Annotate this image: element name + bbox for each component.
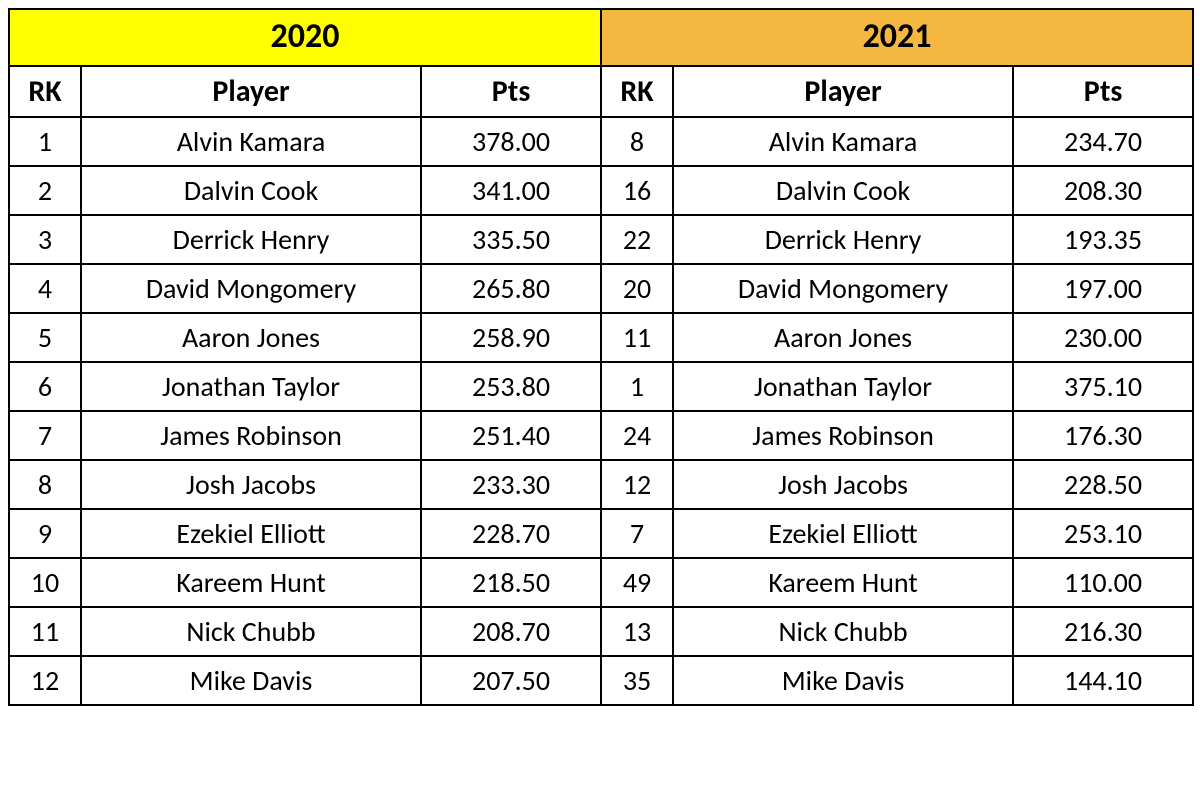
cell-pts-right: 216.30	[1013, 607, 1193, 656]
table-row: 4David Mongomery265.8020David Mongomery1…	[9, 264, 1193, 313]
table-row: 9Ezekiel Elliott228.707Ezekiel Elliott25…	[9, 509, 1193, 558]
cell-pts-left: 341.00	[421, 166, 601, 215]
cell-pts-right: 253.10	[1013, 509, 1193, 558]
cell-rk-left: 11	[9, 607, 81, 656]
cell-player-left: Dalvin Cook	[81, 166, 421, 215]
table-row: 12Mike Davis207.5035Mike Davis144.10	[9, 656, 1193, 705]
cell-rk-left: 9	[9, 509, 81, 558]
cell-rk-right: 8	[601, 117, 673, 166]
cell-player-right: Dalvin Cook	[673, 166, 1013, 215]
table-row: 2Dalvin Cook341.0016Dalvin Cook208.30	[9, 166, 1193, 215]
cell-rk-left: 8	[9, 460, 81, 509]
cell-pts-left: 207.50	[421, 656, 601, 705]
cell-pts-left: 251.40	[421, 411, 601, 460]
table-body: 1Alvin Kamara378.008Alvin Kamara234.702D…	[9, 117, 1193, 705]
cell-rk-right: 22	[601, 215, 673, 264]
col-header-player-left: Player	[81, 66, 421, 118]
col-header-player-right: Player	[673, 66, 1013, 118]
cell-player-left: James Robinson	[81, 411, 421, 460]
table-row: 10Kareem Hunt218.5049Kareem Hunt110.00	[9, 558, 1193, 607]
cell-rk-right: 11	[601, 313, 673, 362]
cell-pts-right: 234.70	[1013, 117, 1193, 166]
cell-rk-left: 7	[9, 411, 81, 460]
cell-rk-left: 3	[9, 215, 81, 264]
cell-rk-right: 1	[601, 362, 673, 411]
cell-rk-left: 4	[9, 264, 81, 313]
cell-pts-left: 228.70	[421, 509, 601, 558]
year-header-2020: 2020	[9, 9, 601, 66]
cell-player-left: Mike Davis	[81, 656, 421, 705]
comparison-table: 2020 2021 RK Player Pts RK Player Pts 1A…	[8, 8, 1194, 706]
cell-rk-right: 7	[601, 509, 673, 558]
col-header-rk-right: RK	[601, 66, 673, 118]
cell-player-left: Nick Chubb	[81, 607, 421, 656]
cell-pts-right: 197.00	[1013, 264, 1193, 313]
cell-rk-left: 10	[9, 558, 81, 607]
table-row: 6Jonathan Taylor253.801Jonathan Taylor37…	[9, 362, 1193, 411]
cell-pts-left: 208.70	[421, 607, 601, 656]
cell-player-right: Josh Jacobs	[673, 460, 1013, 509]
year-header-2021: 2021	[601, 9, 1193, 66]
cell-player-right: Nick Chubb	[673, 607, 1013, 656]
cell-player-left: Jonathan Taylor	[81, 362, 421, 411]
cell-pts-right: 375.10	[1013, 362, 1193, 411]
cell-player-right: Kareem Hunt	[673, 558, 1013, 607]
cell-rk-left: 5	[9, 313, 81, 362]
cell-player-left: Ezekiel Elliott	[81, 509, 421, 558]
cell-player-right: Alvin Kamara	[673, 117, 1013, 166]
cell-player-right: Derrick Henry	[673, 215, 1013, 264]
cell-rk-left: 6	[9, 362, 81, 411]
cell-player-right: Aaron Jones	[673, 313, 1013, 362]
cell-rk-right: 16	[601, 166, 673, 215]
cell-rk-left: 2	[9, 166, 81, 215]
cell-pts-right: 176.30	[1013, 411, 1193, 460]
cell-rk-right: 20	[601, 264, 673, 313]
table-row: 1Alvin Kamara378.008Alvin Kamara234.70	[9, 117, 1193, 166]
cell-rk-right: 13	[601, 607, 673, 656]
cell-player-left: Derrick Henry	[81, 215, 421, 264]
col-header-pts-right: Pts	[1013, 66, 1193, 118]
cell-rk-right: 35	[601, 656, 673, 705]
table-row: 3Derrick Henry335.5022Derrick Henry193.3…	[9, 215, 1193, 264]
cell-pts-right: 228.50	[1013, 460, 1193, 509]
table-row: 5Aaron Jones258.9011Aaron Jones230.00	[9, 313, 1193, 362]
cell-player-left: Josh Jacobs	[81, 460, 421, 509]
table-row: 11Nick Chubb208.7013Nick Chubb216.30	[9, 607, 1193, 656]
cell-pts-right: 110.00	[1013, 558, 1193, 607]
cell-player-left: Kareem Hunt	[81, 558, 421, 607]
cell-pts-left: 258.90	[421, 313, 601, 362]
cell-pts-left: 253.80	[421, 362, 601, 411]
year-header-row: 2020 2021	[9, 9, 1193, 66]
cell-rk-left: 1	[9, 117, 81, 166]
cell-pts-right: 193.35	[1013, 215, 1193, 264]
cell-rk-left: 12	[9, 656, 81, 705]
cell-player-left: Alvin Kamara	[81, 117, 421, 166]
cell-player-right: Jonathan Taylor	[673, 362, 1013, 411]
cell-rk-right: 49	[601, 558, 673, 607]
cell-rk-right: 24	[601, 411, 673, 460]
cell-pts-left: 218.50	[421, 558, 601, 607]
column-header-row: RK Player Pts RK Player Pts	[9, 66, 1193, 118]
cell-pts-right: 208.30	[1013, 166, 1193, 215]
cell-pts-left: 335.50	[421, 215, 601, 264]
col-header-pts-left: Pts	[421, 66, 601, 118]
cell-pts-right: 144.10	[1013, 656, 1193, 705]
cell-player-right: Mike Davis	[673, 656, 1013, 705]
col-header-rk-left: RK	[9, 66, 81, 118]
cell-player-right: Ezekiel Elliott	[673, 509, 1013, 558]
cell-player-left: David Mongomery	[81, 264, 421, 313]
table-row: 8Josh Jacobs233.3012Josh Jacobs228.50	[9, 460, 1193, 509]
cell-player-right: James Robinson	[673, 411, 1013, 460]
cell-player-left: Aaron Jones	[81, 313, 421, 362]
table-row: 7James Robinson251.4024James Robinson176…	[9, 411, 1193, 460]
cell-player-right: David Mongomery	[673, 264, 1013, 313]
cell-rk-right: 12	[601, 460, 673, 509]
cell-pts-left: 378.00	[421, 117, 601, 166]
cell-pts-left: 233.30	[421, 460, 601, 509]
cell-pts-left: 265.80	[421, 264, 601, 313]
cell-pts-right: 230.00	[1013, 313, 1193, 362]
